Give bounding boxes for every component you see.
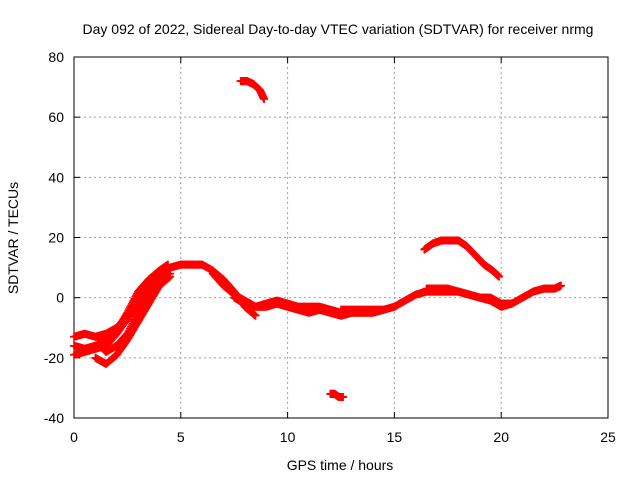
data-point bbox=[132, 312, 141, 321]
y-tick-label: 20 bbox=[48, 230, 64, 246]
y-tick-label: 40 bbox=[48, 169, 64, 185]
data-point bbox=[495, 272, 504, 281]
series-arc-12 bbox=[236, 77, 269, 104]
y-tick-label: -20 bbox=[44, 350, 64, 366]
y-tick-label: 80 bbox=[48, 49, 64, 65]
x-tick-label: 25 bbox=[600, 429, 616, 445]
x-axis-label: GPS time / hours bbox=[287, 457, 394, 473]
series-arc-6 bbox=[166, 260, 260, 320]
data-point bbox=[125, 326, 134, 335]
data-point bbox=[557, 281, 566, 290]
data-point bbox=[129, 317, 138, 326]
series-arc-11 bbox=[420, 236, 504, 281]
data-point bbox=[132, 291, 141, 300]
y-tick-label: 60 bbox=[48, 109, 64, 125]
x-tick-label: 15 bbox=[387, 429, 403, 445]
data-point bbox=[131, 313, 140, 322]
y-tick-label: 0 bbox=[56, 290, 64, 306]
data-point bbox=[126, 324, 135, 333]
y-axis-label: SDTVAR / TECUs bbox=[5, 182, 21, 294]
series-arc-10 bbox=[422, 281, 566, 311]
data-point bbox=[128, 319, 137, 328]
data-point bbox=[260, 95, 269, 104]
data-point bbox=[339, 392, 348, 401]
x-tick-label: 20 bbox=[493, 429, 509, 445]
chart-title: Day 092 of 2022, Sidereal Day-to-day VTE… bbox=[83, 21, 594, 37]
x-tick-label: 10 bbox=[280, 429, 296, 445]
axis-ticks: 0 5 10 15 20 25 -40 -20 0 20 40 60 80 bbox=[44, 49, 616, 445]
data-point bbox=[123, 329, 132, 338]
data-point bbox=[166, 272, 175, 281]
data-point bbox=[124, 328, 133, 337]
series-arc-13 bbox=[326, 389, 348, 401]
data-point bbox=[127, 320, 136, 329]
x-tick-label: 5 bbox=[177, 429, 185, 445]
data-point bbox=[131, 292, 140, 301]
data-points bbox=[70, 77, 566, 401]
data-point bbox=[251, 311, 260, 320]
data-point bbox=[155, 278, 164, 287]
series-arc-5 bbox=[93, 278, 164, 356]
y-tick-label: -40 bbox=[44, 410, 64, 426]
grid bbox=[74, 57, 608, 418]
data-point bbox=[130, 294, 139, 303]
x-tick-label: 0 bbox=[70, 429, 78, 445]
data-point bbox=[126, 322, 135, 331]
data-point bbox=[130, 315, 139, 324]
data-point bbox=[154, 279, 163, 288]
